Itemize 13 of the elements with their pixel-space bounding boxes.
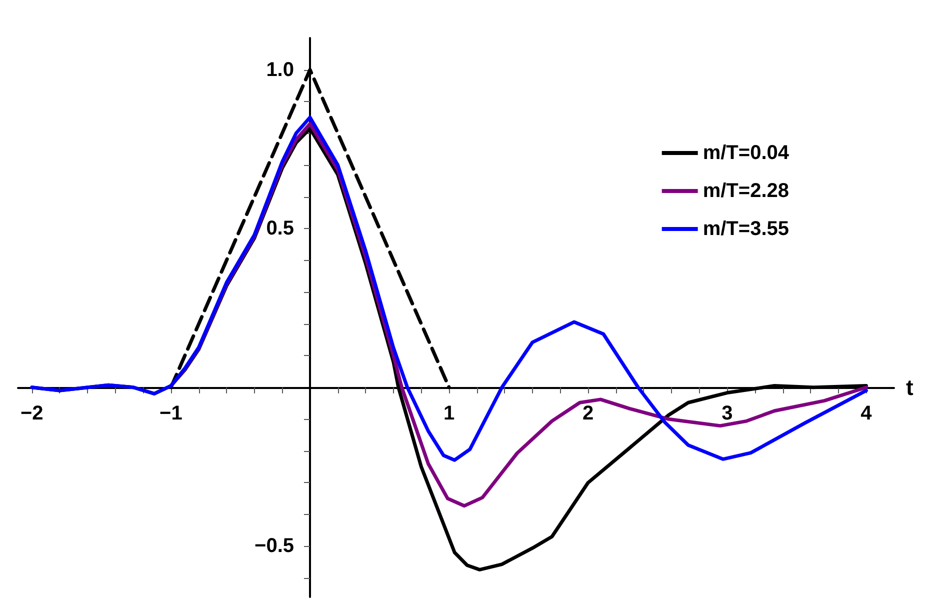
x-tick-label: 4 <box>860 402 873 424</box>
x-tick-label: 3 <box>722 402 733 424</box>
y-tick-label: −0.5 <box>254 535 294 558</box>
legend-label: m/T=3.55 <box>702 218 790 240</box>
x-tick-label: 1 <box>443 402 455 424</box>
x-axis-title: t <box>906 374 914 400</box>
y-tick-label: 1.0 <box>266 58 294 81</box>
x-tick-label: −2 <box>20 402 44 424</box>
x-tick-label: 2 <box>582 402 594 424</box>
y-tick-label: 0.5 <box>266 218 294 240</box>
legend-label: m/T=0.04 <box>702 142 790 164</box>
legend-label: m/T=2.28 <box>702 180 790 202</box>
x-tick-label: −1 <box>160 402 182 424</box>
